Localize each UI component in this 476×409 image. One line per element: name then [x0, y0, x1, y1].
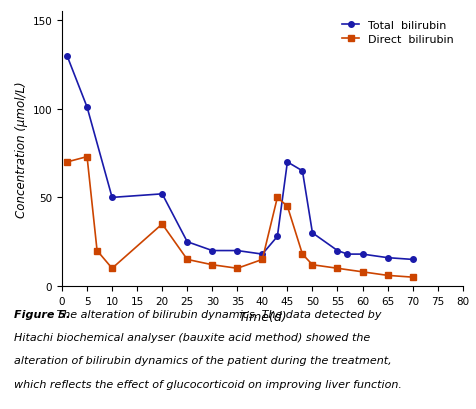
- Direct  bilirubin: [309, 263, 315, 267]
- Direct  bilirubin: [259, 257, 265, 262]
- Direct  bilirubin: [94, 249, 100, 254]
- Direct  bilirubin: [409, 275, 415, 280]
- Total  bilirubin: [359, 252, 365, 257]
- Direct  bilirubin: [184, 257, 189, 262]
- Total  bilirubin: [184, 240, 189, 245]
- Total  bilirubin: [384, 256, 389, 261]
- Direct  bilirubin: [209, 263, 215, 267]
- Direct  bilirubin: [109, 266, 115, 271]
- Direct  bilirubin: [274, 196, 280, 200]
- Total  bilirubin: [274, 234, 280, 239]
- Total  bilirubin: [159, 192, 165, 197]
- Total  bilirubin: [309, 231, 315, 236]
- Direct  bilirubin: [334, 266, 339, 271]
- Direct  bilirubin: [359, 270, 365, 274]
- Direct  bilirubin: [284, 204, 289, 209]
- Text: Figure 5.: Figure 5.: [14, 309, 70, 319]
- Total  bilirubin: [344, 252, 349, 257]
- Text: which reflects the effect of glucocorticoid on improving liver function.: which reflects the effect of glucocortic…: [14, 379, 401, 389]
- Line: Total  bilirubin: Total bilirubin: [64, 54, 415, 263]
- Direct  bilirubin: [84, 155, 89, 160]
- Line: Direct  bilirubin: Direct bilirubin: [64, 155, 415, 280]
- Y-axis label: Concentration (μmol/L): Concentration (μmol/L): [15, 81, 28, 218]
- Total  bilirubin: [234, 249, 239, 254]
- X-axis label: Time(d): Time(d): [238, 310, 286, 323]
- Total  bilirubin: [84, 105, 89, 110]
- Direct  bilirubin: [159, 222, 165, 227]
- Total  bilirubin: [284, 160, 289, 165]
- Direct  bilirubin: [234, 266, 239, 271]
- Text: Hitachi biochemical analyser (bauxite acid method) showed the: Hitachi biochemical analyser (bauxite ac…: [14, 332, 370, 342]
- Direct  bilirubin: [299, 252, 305, 257]
- Total  bilirubin: [259, 252, 265, 257]
- Total  bilirubin: [64, 54, 70, 59]
- Total  bilirubin: [109, 196, 115, 200]
- Legend: Total  bilirubin, Direct  bilirubin: Total bilirubin, Direct bilirubin: [338, 18, 456, 48]
- Total  bilirubin: [209, 249, 215, 254]
- Text: The alteration of bilirubin dynamics. The data detected by: The alteration of bilirubin dynamics. Th…: [53, 309, 381, 319]
- Direct  bilirubin: [64, 160, 70, 165]
- Total  bilirubin: [299, 169, 305, 174]
- Total  bilirubin: [334, 249, 339, 254]
- Direct  bilirubin: [384, 273, 389, 278]
- Total  bilirubin: [409, 257, 415, 262]
- Text: alteration of bilirubin dynamics of the patient during the treatment,: alteration of bilirubin dynamics of the …: [14, 355, 391, 365]
